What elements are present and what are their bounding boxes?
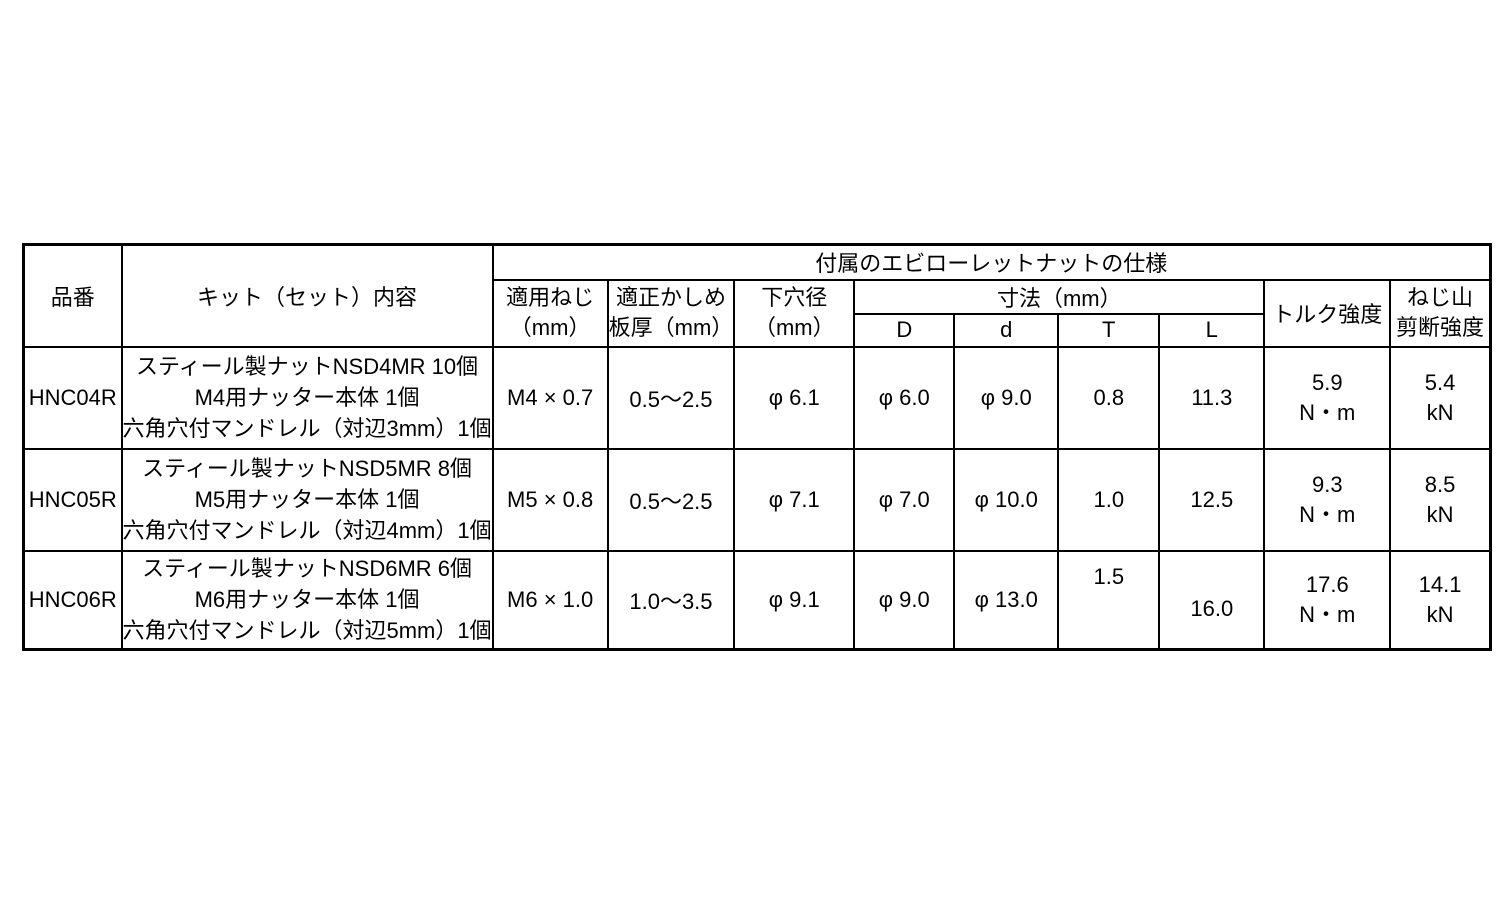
header-dim-T: T [1057,312,1161,348]
header-row-columns: 適用ねじ （mm） 適正かしめ 板厚（mm） 下穴径 （mm） 寸法（mm） ト… [24,278,1492,348]
cell-shear: 14.1 kN [1389,549,1492,651]
cell-dim-D: φ 9.0 [853,549,956,651]
torque-unit: N・m [1299,501,1356,527]
table-row: HNC05R スティール製ナットNSD5MR 8個 M5用ナッター本体 1個 六… [22,447,1492,552]
kit-line: 六角穴付マンドレル（対辺4mm）1個 [122,518,492,543]
table-row: HNC06R スティール製ナットNSD6MR 6個 M6用ナッター本体 1個 六… [22,549,1492,651]
cell-torque: 9.3 N・m [1263,447,1392,552]
header-spec-group: 付属のエビローレットナットの仕様 [491,243,1492,281]
cell-screw: M4 × 0.7 [491,345,609,450]
shear-value: 14.1 [1418,571,1462,597]
cell-dim-d: φ 13.0 [953,549,1060,651]
header-thread-shear-line2: 剪断強度 [1396,315,1485,340]
header-pilot-hole-line2: （mm） [753,315,835,340]
header-pilot-hole-line1: 下穴径 [761,285,828,310]
header-dimensions: 寸法（mm） [853,278,1266,315]
header-pilot-hole: 下穴径 （mm） [733,278,856,348]
cell-dim-L: 16.0 [1158,549,1266,651]
cell-dim-D: φ 6.0 [853,345,956,450]
kit-line: 六角穴付マンドレル（対辺3mm）1個 [122,416,492,441]
header-kit-contents: キット（セット）内容 [120,243,494,348]
kit-line: M6用ナッター本体 1個 [194,587,420,613]
shear-unit: kN [1426,399,1454,425]
shear-value: 5.4 [1424,369,1456,395]
cell-dim-L: 11.3 [1158,345,1266,450]
cell-part-no: HNC06R [22,549,123,651]
cell-dim-d: φ 10.0 [953,447,1060,552]
header-clinch-thickness: 適正かしめ 板厚（mm） [606,278,736,348]
cell-kit-contents: スティール製ナットNSD4MR 10個 M4用ナッター本体 1個 六角穴付マンド… [120,345,494,450]
torque-unit: N・m [1299,601,1356,627]
cell-kit-contents: スティール製ナットNSD5MR 8個 M5用ナッター本体 1個 六角穴付マンドレ… [120,447,494,552]
header-clinch-thickness-line1: 適正かしめ [615,285,726,310]
kit-line: M5用ナッター本体 1個 [194,487,420,512]
cell-torque: 17.6 N・m [1263,549,1392,651]
header-thread-shear-line1: ねじ山 [1407,285,1474,310]
header-part-no: 品番 [22,243,123,348]
torque-value: 5.9 [1311,369,1343,395]
cell-dim-T: 1.5 [1057,549,1161,651]
cell-shear: 8.5 kN [1389,447,1492,552]
header-clinch-thickness-line2: 板厚（mm） [608,315,734,340]
header-dim-D: D [853,312,956,348]
table-row: HNC04R スティール製ナットNSD4MR 10個 M4用ナッター本体 1個 … [22,345,1492,450]
header-applicable-screw: 適用ねじ （mm） [491,278,609,348]
torque-value: 17.6 [1305,571,1349,597]
cell-dim-d: φ 9.0 [953,345,1060,450]
cell-pilot: φ 9.1 [733,549,856,651]
header-applicable-screw-line1: 適用ねじ [506,285,595,310]
shear-value: 8.5 [1424,471,1456,497]
kit-line: スティール製ナットNSD4MR 10個 [135,354,479,379]
cell-shear: 5.4 kN [1389,345,1492,450]
cell-dim-T: 0.8 [1057,345,1161,450]
cell-dim-D: φ 7.0 [853,447,956,552]
cell-clinch: 0.5～2.5 [606,345,736,450]
cell-clinch: 1.0～3.5 [606,549,736,651]
cell-torque: 5.9 N・m [1263,345,1392,450]
cell-part-no: HNC04R [22,345,123,450]
cell-screw: M5 × 0.8 [491,447,609,552]
header-applicable-screw-line2: （mm） [509,315,591,340]
torque-value: 9.3 [1311,471,1343,497]
cell-dim-L: 12.5 [1158,447,1266,552]
header-dim-L: L [1158,312,1266,348]
kit-line: スティール製ナットNSD5MR 8個 [142,456,473,481]
shear-unit: kN [1426,601,1454,627]
cell-pilot: φ 7.1 [733,447,856,552]
cell-dim-T: 1.0 [1057,447,1161,552]
header-row-group: 品番 キット（セット）内容 付属のエビローレットナットの仕様 [22,243,1492,348]
header-torque-strength: トルク強度 [1263,278,1392,348]
kit-line: スティール製ナットNSD6MR 6個 [142,556,473,582]
kit-line: 六角穴付マンドレル（対辺5mm）1個 [122,618,492,644]
spec-table: 品番 キット（セット）内容 付属のエビローレットナットの仕様 適用ねじ （mm）… [22,243,1492,651]
kit-line: M4用ナッター本体 1個 [194,385,420,410]
cell-part-no: HNC05R [22,447,123,552]
cell-kit-contents: スティール製ナットNSD6MR 6個 M6用ナッター本体 1個 六角穴付マンドレ… [120,549,494,651]
torque-unit: N・m [1299,399,1356,425]
cell-clinch: 0.5～2.5 [606,447,736,552]
cell-screw: M6 × 1.0 [491,549,609,651]
header-row-dim-sub: D d T L [24,312,1491,348]
cell-pilot: φ 6.1 [733,345,856,450]
header-thread-shear-strength: ねじ山 剪断強度 [1389,278,1492,348]
shear-unit: kN [1426,501,1454,527]
header-dim-d: d [953,312,1060,348]
